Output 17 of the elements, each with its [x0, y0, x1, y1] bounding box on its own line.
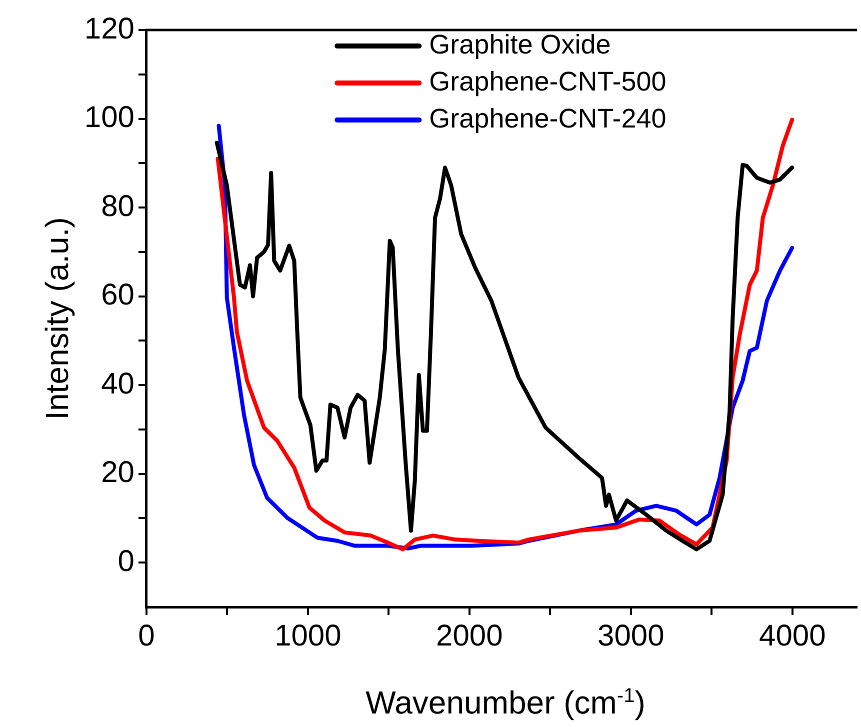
x-tick-label: 1000: [274, 619, 342, 652]
y-axis-title: Intensity (a.u.): [39, 217, 76, 420]
y-tick-label: 100: [84, 101, 134, 134]
legend-label: Graphene-CNT-240: [429, 103, 666, 134]
y-tick-label: 40: [101, 367, 134, 400]
y-tick-label: 80: [101, 190, 134, 223]
legend-label: Graphene-CNT-500: [429, 66, 666, 96]
legend-label: Graphite Oxide: [429, 29, 611, 60]
y-tick-label: 60: [101, 278, 134, 312]
x-axis-title: Wavenumber (cm$^{-1}$): [364, 684, 646, 723]
x-tick-label: 2000: [436, 619, 503, 652]
x-tick-label: 0: [138, 619, 155, 652]
y-tick-label: 0: [118, 544, 134, 578]
y-tick-label: 20: [101, 456, 134, 490]
y-tick-label: 120: [84, 12, 134, 46]
x-tick-label: 3000: [598, 619, 664, 652]
x-tick-label: 4000: [759, 619, 826, 652]
